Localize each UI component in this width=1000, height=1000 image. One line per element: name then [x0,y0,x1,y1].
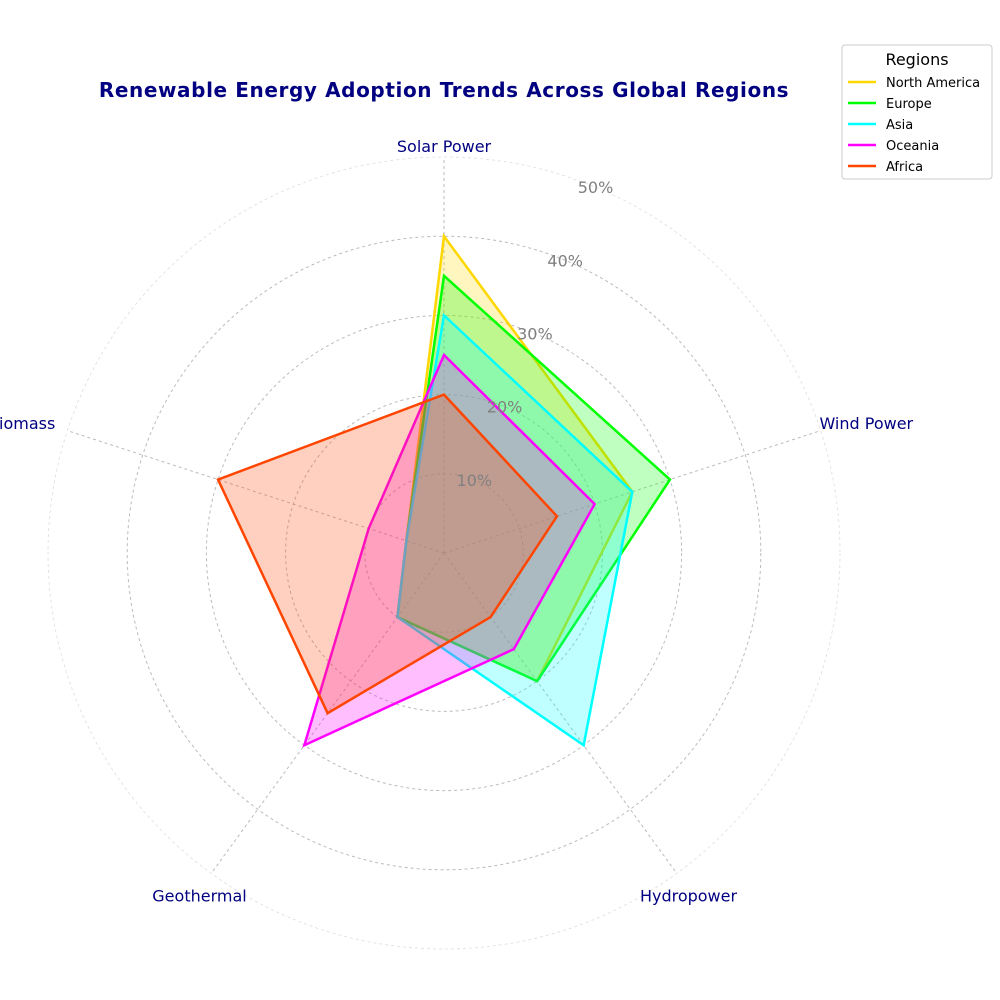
radial-tick-label: 20% [487,398,523,417]
series-line [216,393,559,715]
series-area [218,394,557,714]
series-area [304,355,595,746]
axis-label: Geothermal [152,887,246,906]
series-line [396,312,634,748]
legend-entry: North America [886,76,980,91]
radial-tick-label: 30% [517,325,553,344]
axis-label: Biomass [0,414,55,433]
series-area [397,236,633,682]
axis-spoke [443,552,678,874]
axis-labels: Solar Power Wind Power Hydropower Geotherma… [0,137,914,906]
axis-label: Wind Power [819,414,913,433]
radial-tick-labels: 10% 20% 30% 40% 50% [457,178,614,490]
legend-entry: Asia [886,118,913,133]
axis-spoke [67,430,445,554]
radial-tick-label: 50% [578,178,614,197]
grid-circle [47,156,841,950]
radial-tick-label: 10% [457,471,493,490]
chart-title: Renewable Energy Adoption Trends Across … [99,78,789,102]
legend: Regions North America Europe Asia Oceania Af… [841,44,993,180]
legend-items: North America Europe Asia Oceania Africa [848,76,980,175]
radial-tick-label: 40% [547,251,583,270]
series-line [302,352,597,748]
grid-circle [126,235,762,871]
series-layer [216,232,672,748]
legend-frame [841,44,993,180]
axis-label: Hydropower [640,887,738,906]
legend-entry: Africa [886,160,923,175]
grid-circle [205,314,683,792]
axis-label: Solar Power [397,137,492,156]
legend-entry: Europe [886,97,932,112]
legend-entry: Oceania [886,139,939,154]
legend-title: Regions [885,50,948,69]
